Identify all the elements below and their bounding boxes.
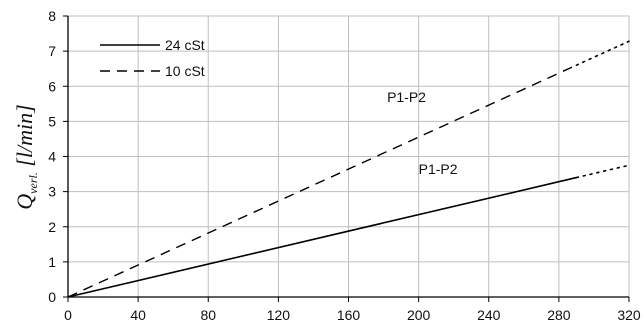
x-tick-label: 280 bbox=[547, 307, 571, 323]
y-tick-label: 2 bbox=[48, 219, 56, 235]
y-tick-label: 4 bbox=[48, 149, 56, 165]
y-axis-title-subscript: verl. bbox=[26, 172, 40, 194]
x-tick-label: 80 bbox=[200, 307, 216, 323]
y-tick-label: 1 bbox=[48, 254, 56, 270]
legend-label-24cst: 24 cSt bbox=[165, 37, 205, 53]
y-tick-label: 6 bbox=[48, 78, 56, 94]
annotations: P1-P2 P1-P2 bbox=[387, 89, 458, 177]
annotation-label: P1-P2 bbox=[387, 89, 426, 105]
y-tick-label: 0 bbox=[48, 289, 56, 305]
y-axis: 0 1 2 3 4 5 6 7 8 bbox=[48, 8, 68, 305]
legend: 24 cSt 10 cSt bbox=[100, 37, 205, 79]
annotation-label: P1-P2 bbox=[419, 161, 458, 177]
series-line-24cst bbox=[67, 176, 577, 298]
y-axis-title-main: Q bbox=[12, 194, 37, 210]
grid bbox=[68, 15, 630, 297]
x-tick-label: 200 bbox=[407, 307, 431, 323]
x-tick-label: 320 bbox=[617, 307, 641, 323]
series-extrapolation-10cst bbox=[575, 40, 630, 66]
series-extrapolation-24cst bbox=[575, 164, 630, 179]
series-line-10cst bbox=[67, 64, 577, 298]
y-tick-label: 5 bbox=[48, 113, 56, 129]
x-tick-label: 160 bbox=[337, 307, 361, 323]
x-tick-label: 40 bbox=[130, 307, 146, 323]
x-axis: 0 40 80 120 160 200 240 280 320 bbox=[64, 297, 641, 323]
y-axis-title-unit: [l/min] bbox=[12, 104, 37, 172]
y-axis-title: Qverl. [l/min] bbox=[12, 104, 40, 209]
x-tick-label: 240 bbox=[477, 307, 501, 323]
y-tick-label: 7 bbox=[48, 43, 56, 59]
y-tick-label: 3 bbox=[48, 184, 56, 200]
legend-label-10cst: 10 cSt bbox=[165, 63, 205, 79]
x-tick-label: 0 bbox=[64, 307, 72, 323]
y-tick-label: 8 bbox=[48, 8, 56, 24]
series-lines bbox=[67, 40, 630, 298]
x-tick-label: 120 bbox=[267, 307, 291, 323]
